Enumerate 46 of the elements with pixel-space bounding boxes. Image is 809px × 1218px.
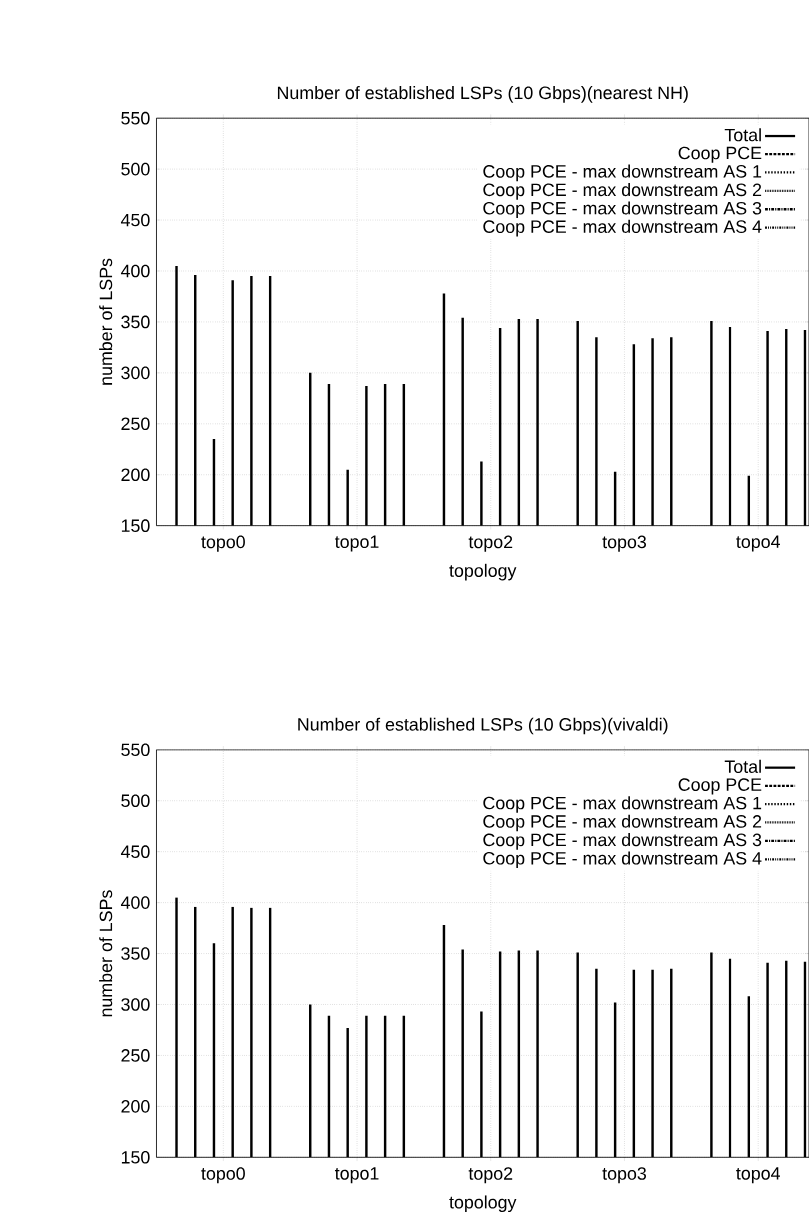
x-tick-label: topo1	[334, 1167, 379, 1184]
y-tick-label: 550	[121, 743, 150, 757]
y-tick-label: 500	[121, 794, 150, 808]
legend-label: Coop PCE	[678, 146, 762, 163]
y-tick-label: 150	[121, 519, 150, 532]
x-tick-label: topo0	[201, 535, 245, 552]
legend-label: Coop PCE	[678, 778, 762, 795]
legend-label: Coop PCE - max downstream AS 1	[483, 164, 761, 182]
x-tick-label: topo2	[468, 535, 512, 552]
y-tick-label: 200	[121, 1100, 150, 1113]
legend-label: Coop PCE - max downstream AS 3	[483, 201, 761, 219]
x-tick-label: topo0	[201, 1167, 245, 1184]
y-tick-label: 150	[121, 1150, 150, 1164]
y-tick-label: 450	[120, 845, 150, 858]
y-axis-title: number of LSPs	[98, 258, 113, 385]
y-tick-label: 400	[120, 896, 150, 909]
chart-title: Number of established LSPs (10 Gbps)(vivaldi)	[298, 717, 668, 735]
y-tick-label: 350	[121, 947, 150, 960]
legend-label: Coop PCE - max downstream AS 4	[483, 851, 762, 869]
legend-label: Total	[724, 128, 761, 142]
y-tick-label: 250	[121, 1049, 150, 1062]
legend-label: Coop PCE - max downstream AS 2	[483, 183, 761, 200]
x-axis-title: topology	[449, 563, 517, 581]
y-tick-label: 550	[121, 111, 150, 125]
legend-label: Coop PCE - max downstream AS 1	[483, 796, 761, 813]
legend-label: Coop PCE - max downstream AS 2	[483, 814, 761, 832]
legend-label: Coop PCE - max downstream AS 3	[483, 833, 761, 850]
y-tick-label: 350	[121, 315, 150, 329]
x-axis-title: topology	[449, 1195, 517, 1213]
x-tick-label: topo4	[735, 1167, 780, 1184]
x-tick-label: topo3	[602, 1167, 646, 1184]
y-axis-title: number of LSPs	[98, 890, 113, 1017]
x-tick-label: topo2	[468, 1167, 512, 1184]
y-tick-label: 450	[120, 213, 150, 227]
y-tick-label: 200	[121, 468, 150, 482]
x-tick-label: topo3	[602, 535, 646, 552]
chart-title: Number of established LSPs (10 Gbps)(nearest NH)	[277, 86, 688, 103]
x-tick-label: topo1	[334, 535, 379, 552]
x-tick-label: topo4	[735, 535, 780, 552]
y-tick-label: 400	[120, 264, 150, 278]
y-tick-label: 300	[121, 366, 150, 380]
y-tick-label: 500	[121, 162, 150, 176]
legend-label: Coop PCE - max downstream AS 4	[483, 219, 762, 237]
legend-label: Total	[724, 759, 761, 773]
y-tick-label: 300	[121, 998, 150, 1011]
y-tick-label: 250	[121, 417, 150, 431]
